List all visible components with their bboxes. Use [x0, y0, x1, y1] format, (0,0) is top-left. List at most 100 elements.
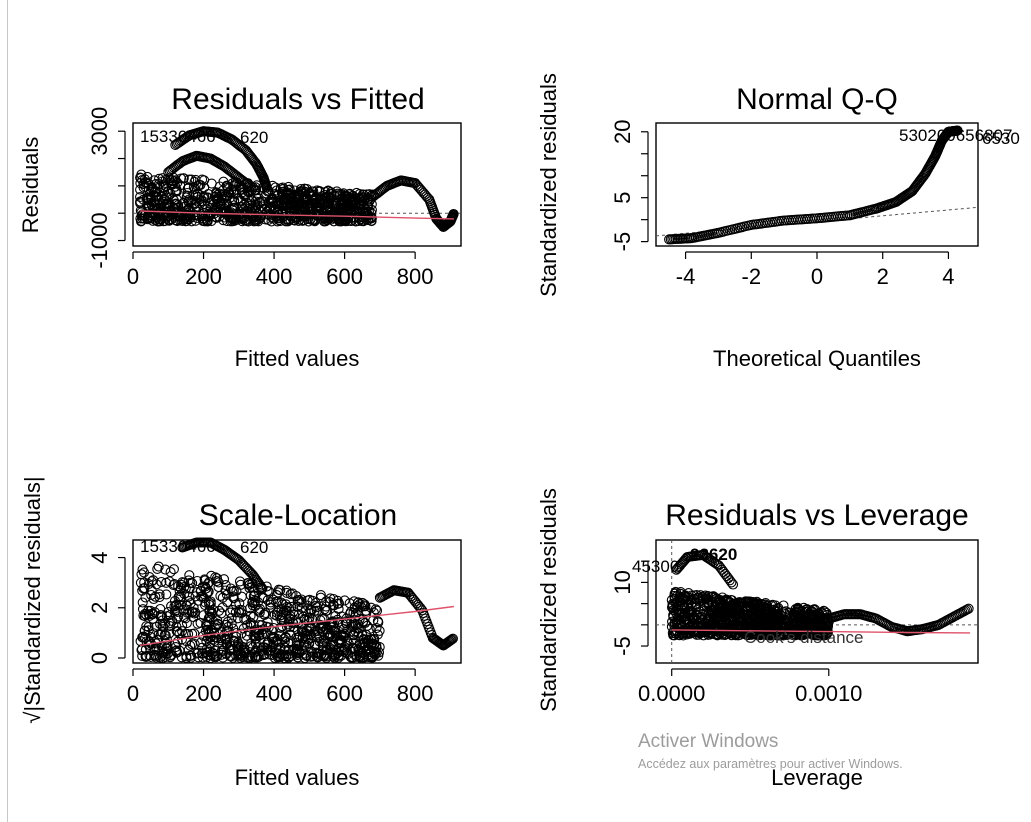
data-point	[180, 613, 191, 624]
panel-residuals-vs-fitted: Residuals vs Fitted Fitted values Residu…	[18, 83, 462, 371]
data-point	[250, 215, 261, 226]
data-point	[247, 596, 258, 607]
data-point	[319, 604, 330, 615]
data-point	[806, 623, 817, 634]
data-point	[946, 612, 957, 624]
y-ticks: -1000 3000	[87, 107, 126, 269]
data-point	[683, 608, 694, 619]
data-point	[760, 623, 771, 634]
data-point	[212, 618, 223, 629]
data-point	[703, 606, 714, 617]
data-point	[289, 215, 300, 226]
data-point	[822, 624, 833, 636]
data-point	[726, 623, 738, 634]
x-axis-label: Leverage	[771, 765, 863, 790]
data-point	[353, 644, 364, 655]
data-point	[237, 187, 248, 198]
data-point	[171, 626, 182, 637]
data-point	[234, 576, 246, 587]
data-point	[370, 604, 381, 615]
data-point	[175, 180, 186, 191]
data-point	[715, 606, 726, 617]
data-point	[743, 614, 754, 625]
data-point	[278, 607, 289, 618]
data-point	[268, 636, 279, 647]
data-point	[784, 613, 795, 624]
data-point	[211, 194, 222, 206]
data-point	[370, 649, 381, 660]
data-point	[164, 215, 175, 226]
data-point	[326, 616, 337, 627]
data-point	[221, 589, 232, 600]
data-point	[205, 202, 216, 213]
data-point	[139, 625, 150, 637]
data-point	[238, 623, 249, 634]
data-point	[284, 184, 295, 195]
data-point	[144, 636, 155, 647]
activation-watermark-subtitle: Accédez aux paramètres pour activer Wind…	[638, 757, 903, 771]
data-point	[943, 614, 954, 625]
smooth-line	[139, 605, 454, 647]
data-point	[205, 598, 216, 609]
data-point	[872, 614, 883, 625]
data-point	[793, 604, 804, 615]
data-point	[293, 198, 304, 209]
data-point	[165, 609, 176, 621]
data-point	[360, 617, 371, 629]
data-point	[185, 640, 196, 651]
data-point	[445, 635, 456, 646]
x-tick-label: -4	[676, 264, 696, 289]
data-point	[315, 592, 326, 603]
x-ticks: -4 -2 0 2 4	[676, 251, 955, 289]
data-point	[162, 186, 174, 197]
data-point	[227, 604, 238, 615]
data-point	[175, 173, 187, 184]
data-point	[292, 649, 303, 660]
data-point	[801, 604, 812, 615]
plot-area	[656, 540, 978, 663]
data-point	[796, 616, 807, 627]
x-tick-label: 4	[942, 264, 954, 289]
data-point	[149, 187, 160, 198]
x-tick-label: 0	[127, 264, 139, 289]
data-point	[164, 621, 175, 632]
plot-frame	[132, 122, 462, 247]
data-point	[179, 588, 190, 599]
data-point	[137, 175, 148, 186]
data-point	[192, 191, 203, 202]
data-point	[263, 214, 274, 225]
data-point	[138, 567, 150, 578]
data-point	[281, 651, 292, 662]
data-point	[293, 632, 304, 643]
data-point	[256, 201, 267, 212]
x-axis-label: Fitted values	[235, 765, 360, 790]
data-point	[288, 618, 299, 629]
data-point	[368, 607, 379, 618]
cooks-distance-legend: Cook's distance	[744, 628, 863, 647]
data-point	[153, 561, 164, 572]
point-label: 15330466	[140, 127, 216, 146]
data-point	[293, 193, 304, 204]
data-point	[732, 622, 743, 634]
activation-watermark-title: Activer Windows	[638, 731, 779, 752]
data-point	[257, 583, 268, 594]
data-point	[152, 563, 163, 574]
data-point	[200, 583, 211, 594]
data-point	[708, 614, 719, 625]
data-point	[197, 174, 208, 185]
plot-area	[135, 537, 458, 664]
point-label: 620	[240, 538, 268, 557]
data-point	[221, 189, 232, 200]
data-point	[136, 169, 147, 180]
data-point	[161, 589, 172, 600]
data-point	[140, 651, 151, 662]
y-axis-label: Standardized residuals	[536, 73, 561, 297]
data-point	[222, 182, 233, 193]
data-point	[248, 611, 259, 623]
data-point	[157, 176, 168, 187]
data-point	[961, 604, 973, 615]
data-point	[296, 602, 308, 613]
point-label: 45300	[632, 557, 679, 576]
data-point	[325, 189, 336, 200]
data-point	[303, 626, 314, 637]
